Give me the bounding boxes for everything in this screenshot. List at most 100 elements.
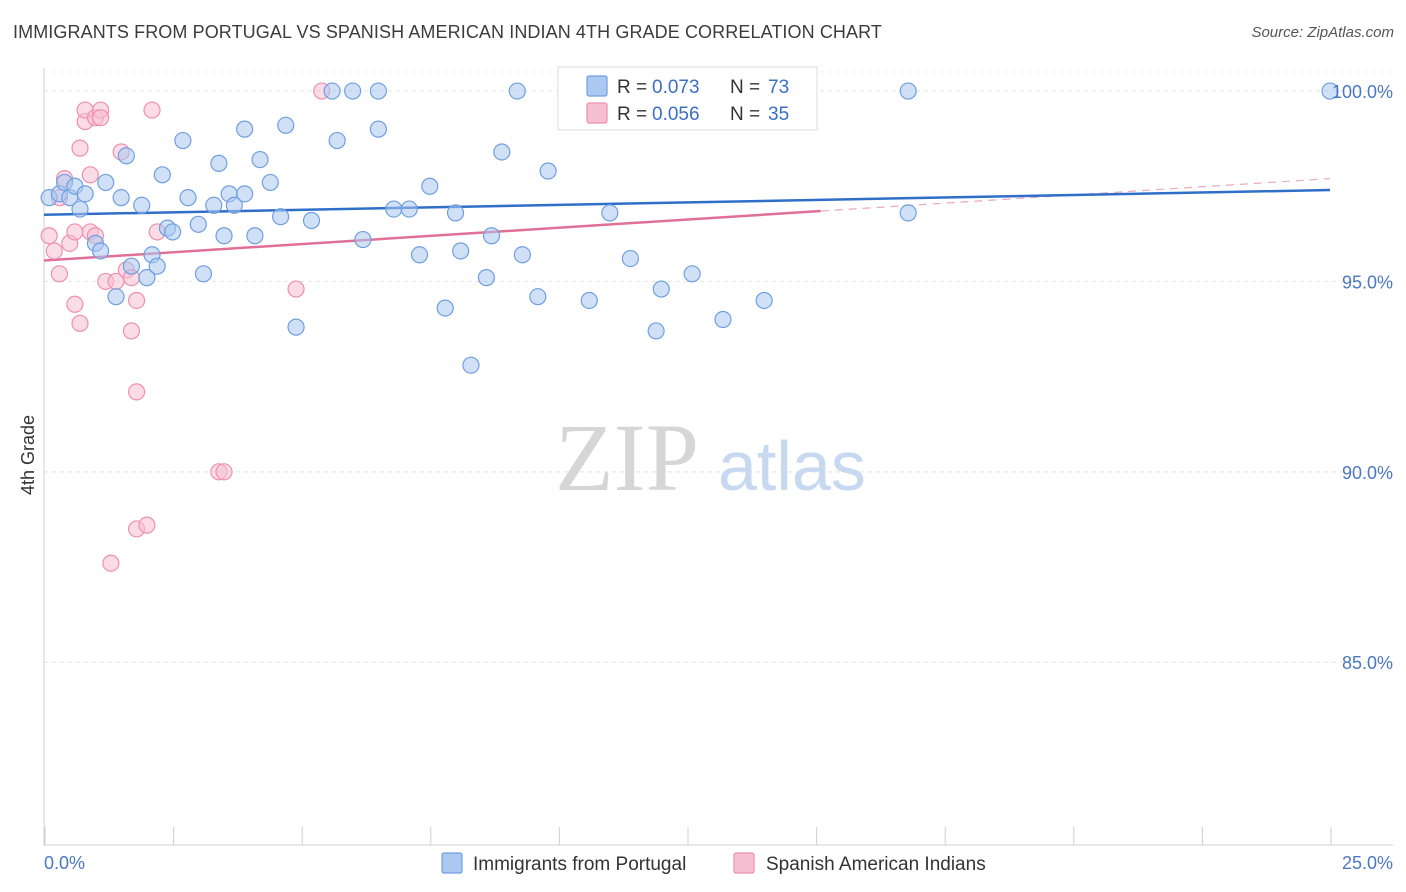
data-point-immigrants-from-portugal — [148, 257, 166, 275]
data-point-spanish-american-indians — [138, 516, 156, 534]
data-point-spanish-american-indians — [66, 295, 84, 313]
y-tick-label: 85.0% — [1342, 653, 1393, 673]
data-point-immigrants-from-portugal — [97, 173, 115, 192]
data-point-immigrants-from-portugal — [179, 189, 197, 207]
data-point-immigrants-from-portugal — [205, 196, 223, 214]
y-tick-label: 100.0% — [1332, 82, 1393, 102]
data-point-immigrants-from-portugal — [153, 166, 171, 184]
legend: R = 0.073 N = 73 R = 0.056 N = 35 — [557, 66, 818, 131]
data-point-immigrants-from-portugal — [482, 227, 501, 245]
data-point-spanish-american-indians — [50, 265, 69, 283]
gridlines — [44, 71, 1393, 663]
trend-line-spanish-solid — [43, 209, 821, 262]
bottom-legend: Immigrants from Portugal Spanish America… — [441, 852, 986, 875]
bottom-legend-label-spanish[interactable]: Spanish American Indians — [766, 854, 986, 875]
data-point-immigrants-from-portugal — [369, 82, 387, 100]
data-point-immigrants-from-portugal — [287, 318, 305, 336]
data-point-spanish-american-indians — [122, 322, 141, 340]
legend-n-label-spanish: N = — [730, 104, 760, 125]
bottom-legend-swatch-spanish[interactable] — [733, 852, 755, 874]
data-point-immigrants-from-portugal — [164, 223, 182, 241]
legend-n-label-portugal: N = — [730, 77, 760, 98]
data-point-immigrants-from-portugal — [272, 208, 290, 226]
legend-r-value-portugal: 0.073 — [652, 77, 700, 98]
data-point-immigrants-from-portugal — [261, 173, 279, 192]
data-point-immigrants-from-portugal — [236, 185, 254, 203]
data-point-spanish-american-indians — [102, 554, 120, 572]
data-point-spanish-american-indians — [66, 223, 84, 241]
x-tick-labels: 0.0% 25.0% — [44, 853, 1393, 873]
data-point-immigrants-from-portugal — [236, 120, 254, 138]
data-point-immigrants-from-portugal — [647, 322, 665, 340]
data-point-immigrants-from-portugal — [117, 147, 135, 165]
data-point-immigrants-from-portugal — [133, 196, 151, 214]
data-point-immigrants-from-portugal — [76, 185, 94, 203]
data-point-spanish-american-indians — [91, 109, 110, 127]
data-point-spanish-american-indians — [287, 280, 305, 298]
data-point-immigrants-from-portugal — [529, 288, 547, 306]
data-point-immigrants-from-portugal — [344, 82, 362, 100]
data-point-immigrants-from-portugal — [369, 120, 387, 138]
data-point-immigrants-from-portugal — [452, 242, 470, 260]
data-point-immigrants-from-portugal — [580, 291, 598, 310]
y-tick-label: 90.0% — [1342, 463, 1393, 483]
data-point-immigrants-from-portugal — [107, 288, 125, 306]
data-point-immigrants-from-portugal — [91, 242, 110, 260]
data-point-immigrants-from-portugal — [215, 227, 233, 245]
x-tick-label-end: 25.0% — [1342, 853, 1393, 873]
data-point-spanish-american-indians — [71, 314, 89, 332]
data-point-immigrants-from-portugal — [421, 177, 439, 195]
legend-n-value-spanish: 35 — [768, 104, 789, 125]
points-spanish-american-indians — [40, 82, 331, 572]
watermark-atlas: atlas — [718, 427, 866, 505]
trend-line-portugal — [43, 188, 1331, 217]
data-point-immigrants-from-portugal — [462, 356, 480, 374]
data-point-immigrants-from-portugal — [410, 246, 429, 264]
watermark-zip: ZIP — [555, 404, 699, 511]
data-point-spanish-american-indians — [127, 291, 146, 310]
data-point-immigrants-from-portugal — [899, 82, 917, 100]
data-point-immigrants-from-portugal — [683, 265, 701, 283]
data-point-immigrants-from-portugal — [652, 280, 670, 298]
data-point-spanish-american-indians — [81, 166, 99, 184]
legend-swatch-spanish-american-indians — [586, 102, 608, 124]
data-point-immigrants-from-portugal — [138, 269, 156, 287]
source-label: Source: ZipAtlas.com — [1251, 24, 1394, 41]
watermark: ZIP atlas — [555, 404, 866, 511]
data-point-immigrants-from-portugal — [539, 162, 557, 180]
data-point-immigrants-from-portugal — [189, 215, 207, 233]
data-point-immigrants-from-portugal — [446, 204, 465, 222]
legend-swatch-portugal — [586, 75, 608, 97]
data-point-immigrants-from-portugal — [513, 246, 531, 264]
data-point-spanish-american-indians — [71, 139, 89, 157]
data-point-immigrants-from-portugal — [493, 143, 511, 161]
data-point-immigrants-from-portugal — [477, 269, 495, 287]
y-tick-label: 95.0% — [1342, 272, 1393, 292]
data-point-immigrants-from-portugal — [277, 116, 295, 134]
data-point-immigrants-from-portugal — [714, 310, 732, 329]
legend-r-label-portugal: R = — [617, 77, 647, 98]
bottom-legend-swatch-portugal[interactable] — [441, 852, 463, 874]
data-point-immigrants-from-portugal — [1321, 82, 1339, 100]
legend-n-value-portugal: 73 — [768, 77, 789, 98]
data-point-immigrants-from-portugal — [122, 257, 141, 275]
data-point-spanish-american-indians — [215, 463, 233, 481]
data-point-immigrants-from-portugal — [755, 291, 773, 310]
data-point-immigrants-from-portugal — [354, 230, 372, 249]
legend-r-label-spanish: R = — [617, 104, 647, 125]
data-point-spanish-american-indians — [45, 242, 63, 260]
data-point-immigrants-from-portugal — [328, 131, 346, 150]
bottom-legend-label-portugal[interactable]: Immigrants from Portugal — [473, 854, 686, 875]
data-point-immigrants-from-portugal — [112, 189, 130, 207]
legend-r-value-spanish: 0.056 — [652, 104, 700, 125]
x-tick-label-start: 0.0% — [44, 853, 85, 873]
data-point-immigrants-from-portugal — [385, 200, 403, 218]
data-point-immigrants-from-portugal — [436, 299, 454, 317]
data-point-spanish-american-indians — [127, 383, 146, 401]
data-point-immigrants-from-portugal — [302, 211, 321, 230]
data-point-immigrants-from-portugal — [508, 82, 526, 100]
chart-title: IMMIGRANTS FROM PORTUGAL VS SPANISH AMER… — [13, 22, 883, 42]
data-point-immigrants-from-portugal — [225, 196, 243, 214]
data-point-spanish-american-indians — [40, 227, 58, 245]
